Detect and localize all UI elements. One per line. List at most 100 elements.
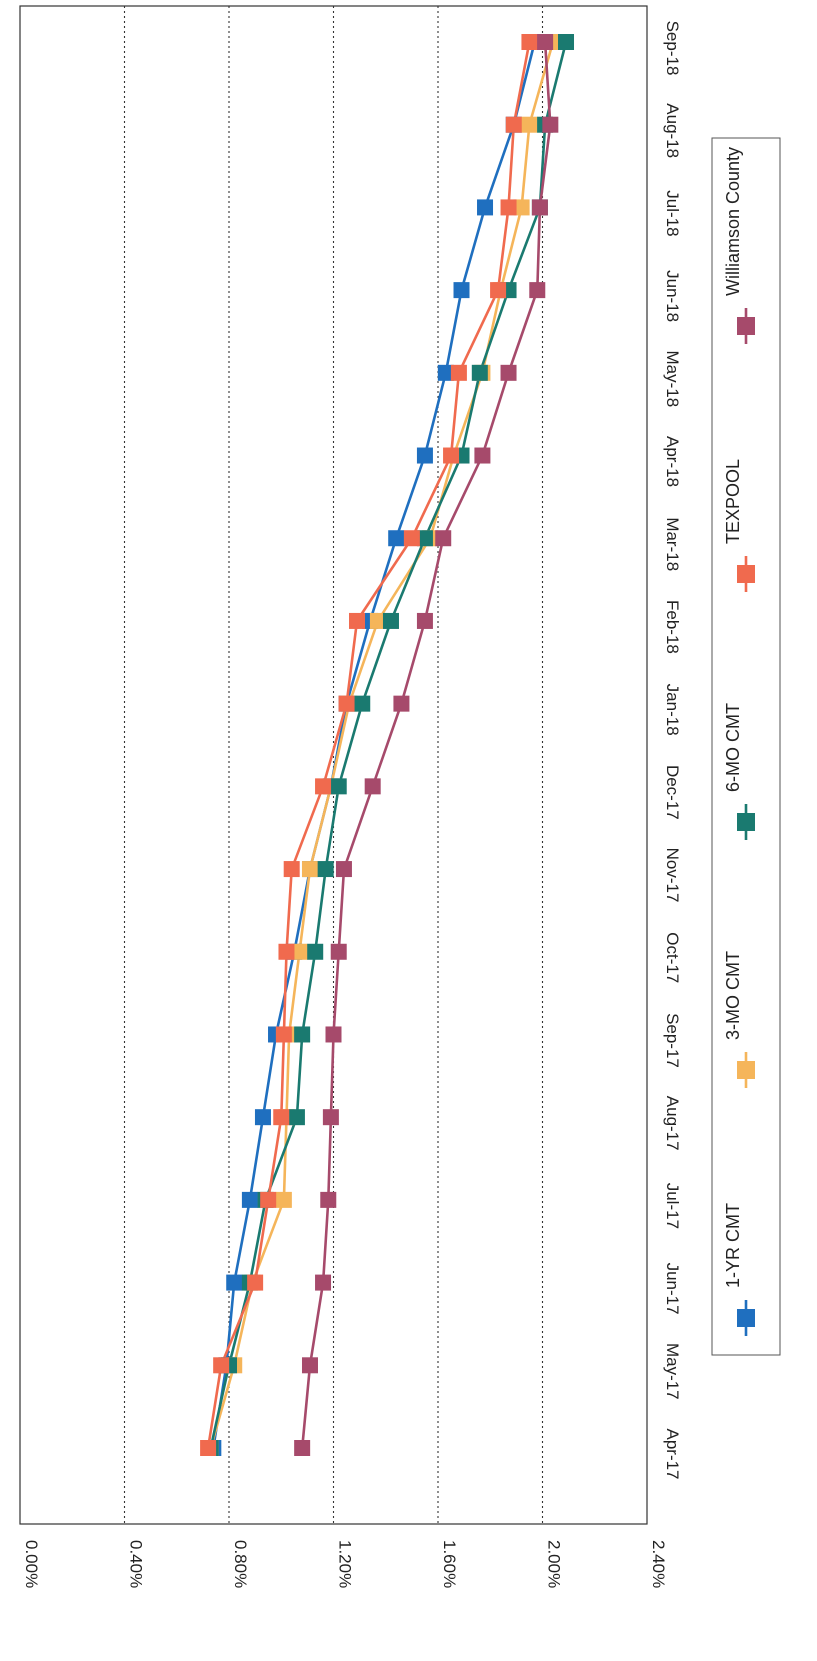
- data-point: [275, 1191, 292, 1208]
- data-point: [330, 943, 347, 960]
- data-point: [349, 612, 366, 629]
- data-point: [364, 778, 381, 795]
- data-point: [435, 530, 452, 547]
- date-tick-label: Aug-17: [663, 1096, 682, 1151]
- data-point: [416, 447, 433, 464]
- date-tick-label: Sep-18: [663, 21, 682, 76]
- data-point: [393, 695, 410, 712]
- value-tick-label: 0.40%: [127, 1540, 146, 1588]
- data-point: [537, 34, 554, 50]
- data-point: [200, 1440, 217, 1456]
- data-point: [437, 364, 454, 381]
- legend-label: TEXPOOL: [723, 459, 743, 544]
- data-point: [388, 530, 405, 547]
- date-tick-label: Apr-18: [663, 436, 682, 487]
- series-line: [209, 41, 555, 1449]
- data-point: [531, 199, 548, 216]
- data-point: [294, 1440, 311, 1456]
- data-point: [315, 1274, 332, 1291]
- legend-swatch: [737, 1309, 755, 1327]
- date-tick-label: Nov-17: [663, 848, 682, 903]
- data-point: [307, 943, 324, 960]
- data-point: [443, 447, 460, 464]
- data-point: [382, 612, 399, 629]
- data-point: [317, 861, 334, 878]
- date-tick-label: May-17: [663, 1343, 682, 1400]
- data-point: [354, 695, 371, 712]
- data-point: [335, 861, 352, 878]
- legend-label: 1-YR CMT: [723, 1203, 743, 1288]
- date-tick-label: Jul-18: [663, 190, 682, 236]
- data-point: [542, 116, 559, 133]
- value-tick-label: 0.80%: [231, 1540, 250, 1588]
- data-point: [338, 695, 355, 712]
- value-tick-label: 1.20%: [336, 1540, 355, 1588]
- series-line: [206, 41, 531, 1449]
- legend-swatch: [737, 565, 755, 583]
- data-point: [320, 1191, 337, 1208]
- data-point: [278, 943, 295, 960]
- data-point: [315, 778, 332, 795]
- date-tick-label: Jul-17: [663, 1183, 682, 1229]
- legend-swatch: [737, 317, 755, 335]
- data-point: [490, 282, 507, 299]
- data-point: [322, 1109, 339, 1126]
- date-tick-label: Jun-18: [663, 270, 682, 322]
- data-point: [213, 1357, 230, 1374]
- data-point: [241, 1191, 258, 1208]
- data-point: [471, 364, 488, 381]
- legend-swatch: [737, 1061, 755, 1079]
- data-point: [294, 1026, 311, 1043]
- series-markers-4: [294, 34, 559, 1456]
- date-tick-label: Feb-18: [663, 600, 682, 654]
- data-point: [325, 1026, 342, 1043]
- data-point: [416, 530, 433, 547]
- data-point: [474, 447, 491, 464]
- data-point: [254, 1109, 271, 1126]
- data-point: [477, 199, 494, 216]
- data-point: [500, 199, 517, 216]
- data-point: [403, 530, 420, 547]
- value-tick-label: 2.40%: [649, 1540, 668, 1588]
- date-tick-label: Jun-17: [663, 1263, 682, 1315]
- series-1: [209, 41, 555, 1449]
- data-point: [283, 861, 300, 878]
- data-point: [521, 34, 538, 50]
- date-tick-label: Sep-17: [663, 1013, 682, 1068]
- series-markers-3: [200, 34, 538, 1456]
- date-tick-label: Aug-18: [663, 103, 682, 158]
- legend-label: Williamson County: [723, 147, 743, 296]
- data-point: [505, 116, 522, 133]
- data-point: [247, 1274, 264, 1291]
- date-tick-label: Dec-17: [663, 765, 682, 820]
- legend-swatch: [737, 813, 755, 831]
- data-point: [288, 1109, 305, 1126]
- legend-label: 3-MO CMT: [723, 951, 743, 1040]
- data-point: [301, 1357, 318, 1374]
- data-point: [275, 1026, 292, 1043]
- date-tick-label: Jan-18: [663, 684, 682, 736]
- series-4: [300, 41, 552, 1449]
- value-tick-label: 0.00%: [22, 1540, 41, 1588]
- data-point: [453, 282, 470, 299]
- date-tick-label: May-18: [663, 350, 682, 407]
- data-point: [260, 1191, 277, 1208]
- data-point: [416, 612, 433, 629]
- date-tick-label: Apr-17: [663, 1428, 682, 1479]
- data-point: [450, 364, 467, 381]
- data-point: [226, 1274, 243, 1291]
- data-point: [500, 364, 517, 381]
- value-tick-label: 2.00%: [545, 1540, 564, 1588]
- data-point: [558, 34, 575, 50]
- data-point: [513, 199, 530, 216]
- data-point: [521, 116, 538, 133]
- series-line: [209, 41, 568, 1449]
- series-3: [206, 41, 531, 1449]
- data-point: [330, 778, 347, 795]
- series-2: [209, 41, 568, 1449]
- data-point: [301, 861, 318, 878]
- data-point: [273, 1109, 290, 1126]
- series-line: [300, 41, 552, 1449]
